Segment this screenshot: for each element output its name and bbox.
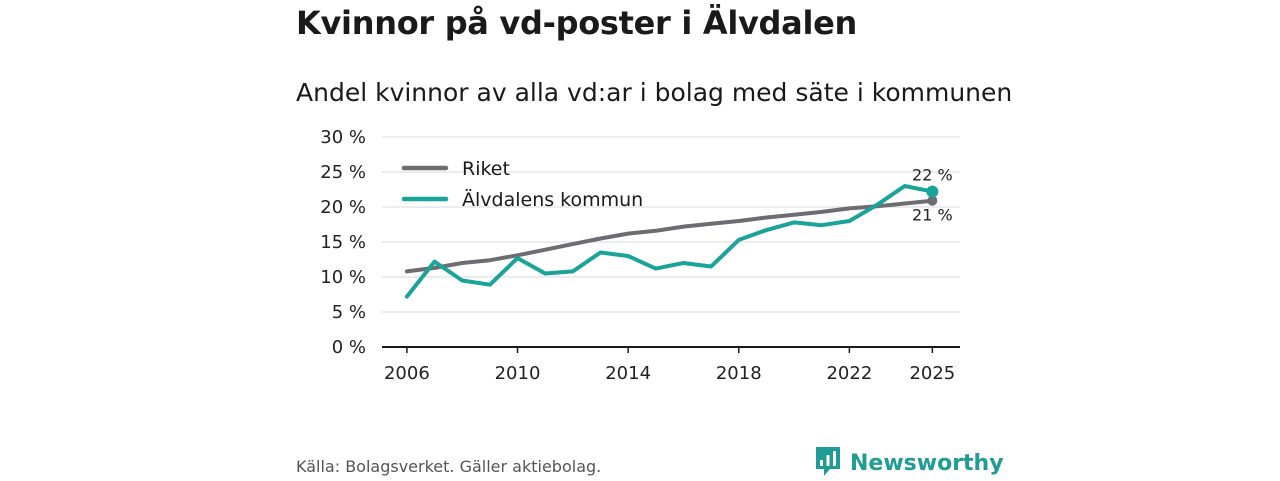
- end-marker-riket: [927, 195, 938, 206]
- end-marker-alvdalen: [926, 185, 939, 198]
- x-tick-label: 2010: [495, 363, 541, 384]
- series-line-alvdalen: [404, 184, 935, 299]
- y-tick-label: 20 %: [320, 197, 366, 218]
- y-axis: 0 % 5 % 10 % 15 % 20 % 25 % 30 %: [320, 127, 366, 358]
- chart-subtitle: Andel kvinnor av alla vd:ar i bolag med …: [296, 78, 1013, 107]
- x-tick-label: 2014: [605, 363, 651, 384]
- source-note: Källa: Bolagsverket. Gäller aktiebolag.: [296, 457, 602, 476]
- end-label-riket: 21 %: [912, 206, 953, 225]
- series-line-riket: [404, 198, 935, 274]
- y-tick-label: 25 %: [320, 162, 366, 183]
- x-tick-label: 2025: [909, 363, 955, 384]
- y-tick-label: 15 %: [320, 232, 366, 253]
- newsworthy-logo-icon: [814, 445, 842, 481]
- legend-label-alvdalen: Älvdalens kommun: [462, 188, 643, 211]
- end-label-alvdalen: 22 %: [912, 166, 953, 185]
- y-tick-label: 0 %: [332, 337, 366, 358]
- x-tick-label: 2006: [384, 363, 430, 384]
- newsworthy-brand[interactable]: Newsworthy: [814, 446, 1004, 480]
- x-axis: 2006 2010 2014 2018 2022 2025: [382, 346, 960, 384]
- chart-title: Kvinnor på vd-poster i Älvdalen: [296, 4, 857, 42]
- series-lines: [404, 184, 935, 299]
- y-tick-label: 30 %: [320, 127, 366, 148]
- y-tick-label: 5 %: [332, 302, 366, 323]
- legend: Riket Älvdalens kommun: [401, 158, 643, 211]
- x-tick-label: 2018: [716, 363, 762, 384]
- y-tick-label: 10 %: [320, 267, 366, 288]
- newsworthy-wordmark: Newsworthy: [850, 450, 1004, 476]
- end-labels: 21 % 22 %: [912, 166, 953, 225]
- line-chart: 0 %5 %10 %15 %20 %25 %30 % 2006 2010 2014 2…: [320, 127, 960, 384]
- x-tick-label: 2022: [826, 363, 872, 384]
- legend-label-riket: Riket: [462, 158, 510, 180]
